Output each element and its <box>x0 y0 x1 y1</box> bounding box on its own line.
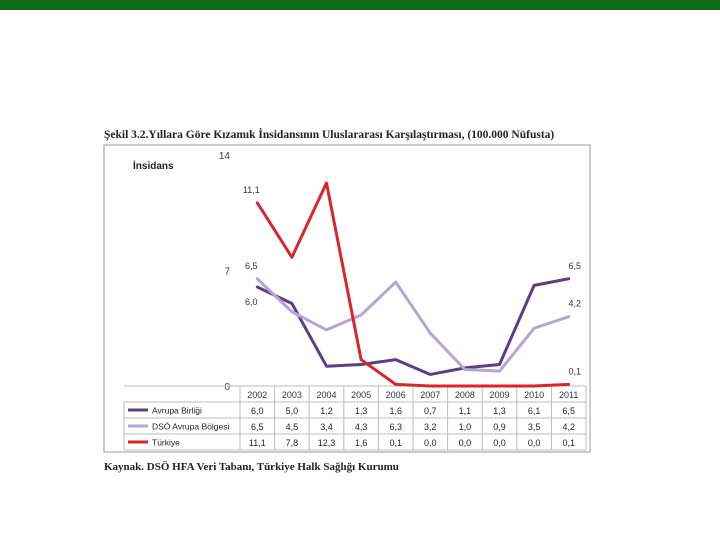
table-cell: 3,4 <box>320 422 333 432</box>
table-cell: 0,1 <box>562 438 575 448</box>
x-tick-label: 2003 <box>282 390 302 400</box>
chart-title: Şekil 3.2.Yıllara Göre Kızamık İnsidansı… <box>104 129 555 141</box>
table-cell: 3,2 <box>424 422 437 432</box>
x-tick-label: 2004 <box>316 390 336 400</box>
chart-source: Kaynak. DSÖ HFA Veri Tabanı, Türkiye Hal… <box>104 461 399 473</box>
table-cell: 6,5 <box>562 406 575 416</box>
x-tick-label: 2002 <box>247 390 267 400</box>
table-cell: 4,2 <box>562 422 575 432</box>
table-cell: 3,5 <box>528 422 541 432</box>
table-cell: 1,2 <box>320 406 333 416</box>
data-label: 6,5 <box>245 261 258 271</box>
data-label: 0,1 <box>568 366 581 376</box>
table-cell: 0,0 <box>528 438 541 448</box>
series-line-2 <box>255 181 571 388</box>
top-accent-bar <box>0 0 720 10</box>
table-cell: 6,3 <box>389 422 402 432</box>
table-cell: 1,6 <box>355 438 368 448</box>
series-line-1 <box>255 277 571 373</box>
table-cell: 4,5 <box>286 422 299 432</box>
table-cell: 11,1 <box>249 438 266 448</box>
x-tick-label: 2011 <box>559 390 578 400</box>
y-tick-label: 14 <box>219 151 231 162</box>
x-tick-label: 2010 <box>524 390 544 400</box>
legend-label: Avrupa Birliği <box>152 406 202 416</box>
table-cell: 0,0 <box>493 438 506 448</box>
table-cell: 4,3 <box>355 422 368 432</box>
series-line-0 <box>255 277 571 376</box>
data-label: 4,2 <box>568 299 581 309</box>
y-tick-label: 7 <box>224 267 230 278</box>
data-label: 6,5 <box>568 261 581 271</box>
table-cell: 0,0 <box>424 438 437 448</box>
table-cell: 0,7 <box>424 406 437 416</box>
table-cell: 7,8 <box>286 438 299 448</box>
table-cell: 0,0 <box>459 438 472 448</box>
data-label: 11,1 <box>243 185 260 195</box>
y-tick-label: 0 <box>224 382 230 393</box>
x-tick-label: 2009 <box>489 390 509 400</box>
table-cell: 1,0 <box>459 422 472 432</box>
table-cell: 1,6 <box>389 406 402 416</box>
table-cell: 6,0 <box>251 406 264 416</box>
legend-label: Türkiye <box>152 438 180 448</box>
x-tick-label: 2005 <box>351 390 371 400</box>
data-label: 6,0 <box>245 297 258 307</box>
table-cell: 1,3 <box>493 406 506 416</box>
table-cell: 0,1 <box>389 438 402 448</box>
x-tick-label: 2008 <box>455 390 475 400</box>
table-cell: 6,1 <box>528 406 541 416</box>
table-cell: 6,5 <box>251 422 264 432</box>
table-cell: 0,9 <box>493 422 506 432</box>
table-cell: 12,3 <box>318 438 336 448</box>
table-cell: 1,3 <box>355 406 368 416</box>
x-tick-label: 2006 <box>386 390 406 400</box>
table-cell: 5,0 <box>286 406 299 416</box>
legend-label: DSÖ Avrupa Bölgesi <box>152 422 229 432</box>
x-tick-label: 2007 <box>420 390 440 400</box>
y-axis-label: İnsidans <box>133 159 174 172</box>
table-cell: 1,1 <box>459 406 472 416</box>
chart-frame <box>103 144 591 453</box>
